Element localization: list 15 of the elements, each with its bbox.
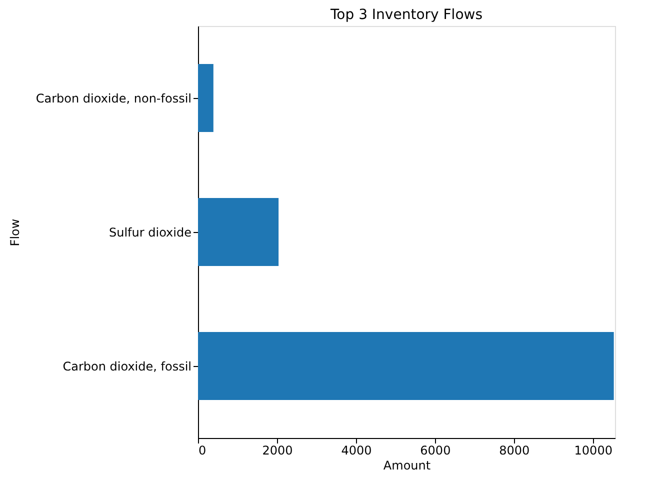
bar: [198, 332, 614, 400]
y-tick-label: Carbon dioxide, non-fossil: [36, 92, 192, 106]
y-tick-label: Sulfur dioxide: [109, 226, 192, 240]
bar: [198, 198, 279, 266]
x-tick-label: 2000: [262, 444, 293, 458]
x-tick-label: 0: [198, 444, 206, 458]
x-tick-label: 4000: [341, 444, 372, 458]
x-axis-title: Amount: [383, 458, 431, 472]
y-tick-label: Carbon dioxide, fossil: [62, 360, 192, 374]
y-axis-title: Flow: [8, 218, 22, 246]
bar: [198, 64, 214, 132]
x-tick-label: 10000: [574, 444, 612, 458]
x-tick-label: 6000: [420, 444, 451, 458]
x-tick-label: 8000: [499, 444, 530, 458]
chart-title: Top 3 Inventory Flows: [329, 7, 483, 23]
